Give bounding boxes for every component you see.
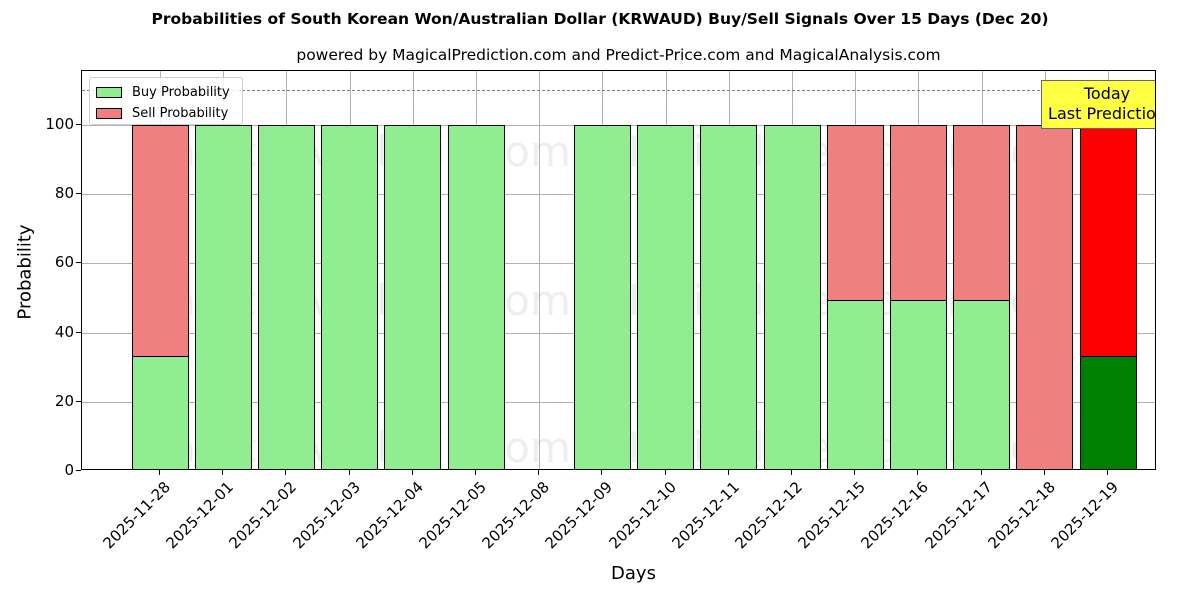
annotation-line-1: Today [1083, 84, 1131, 103]
buy-segment [385, 126, 441, 469]
x-tick-label: 2025-12-18 [984, 478, 1059, 553]
x-tick-mark [601, 470, 603, 475]
x-tick-label: 2025-11-28 [99, 478, 174, 553]
y-tick-label: 40 [54, 322, 74, 341]
x-tick-label: 2025-12-04 [352, 478, 427, 553]
bar-2025-12-02 [257, 125, 315, 469]
bar-2025-12-16 [889, 125, 947, 469]
x-tick-mark [348, 470, 350, 475]
x-tick-label: 2025-12-02 [225, 478, 301, 553]
bar-2025-12-17 [953, 125, 1011, 469]
x-tick-mark [411, 470, 413, 475]
x-tick-mark [475, 470, 476, 475]
x-tick-label: 2025-12-05 [415, 478, 490, 553]
buy-segment [258, 126, 314, 469]
sell-segment [954, 126, 1010, 302]
buy-segment [890, 301, 946, 469]
buy-segment [448, 126, 504, 469]
y-tick-label: 100 [45, 115, 74, 133]
x-tick-mark [222, 470, 224, 475]
x-tick-label: 2025-12-12 [731, 478, 806, 553]
sell-segment [132, 126, 188, 357]
x-tick-mark [791, 470, 792, 475]
legend: Buy Probability Sell Probability [89, 77, 243, 125]
y-tick-label: 20 [54, 391, 74, 410]
x-tick-label: 2025-12-16 [857, 478, 933, 553]
x-tick-label: 2025-12-10 [605, 478, 680, 553]
x-tick-label: 2025-12-17 [921, 478, 996, 553]
y-tick-label: 0 [64, 461, 74, 479]
x-tick-mark [538, 470, 540, 475]
x-axis-label: Days [611, 563, 656, 584]
x-tick-mark [1107, 470, 1108, 475]
buy-segment [827, 301, 883, 469]
legend-item-buy: Buy Probability [96, 84, 230, 100]
y-tick-label: 80 [54, 184, 74, 203]
x-tick-mark [727, 470, 729, 475]
chart-subtitle: powered by MagicalPrediction.com and Pre… [296, 46, 941, 64]
x-tick-label: 2025-12-09 [541, 478, 617, 553]
bar-2025-12-19 [1079, 125, 1137, 469]
y-tick-label: 60 [54, 253, 74, 272]
bar-2025-12-09 [573, 125, 631, 469]
y-tick-mark [76, 331, 81, 333]
x-tick-label: 2025-12-19 [1047, 478, 1122, 553]
x-tick-mark [1043, 470, 1045, 475]
y-tick-mark [76, 262, 81, 264]
legend-item-sell: Sell Probability [96, 105, 229, 121]
bar-2025-12-10 [637, 125, 695, 469]
today-annotation: Today Last Prediction [1041, 80, 1156, 129]
buy-segment [574, 126, 630, 469]
bar-2025-12-04 [384, 125, 442, 469]
sell-swatch-icon [96, 107, 122, 119]
buy-segment [954, 301, 1010, 469]
annotation-line-2: Last Prediction [1048, 104, 1156, 123]
bar-2025-12-15 [826, 125, 884, 469]
legend-label-sell: Sell Probability [132, 105, 229, 121]
buy-segment [638, 126, 694, 469]
sell-segment [827, 126, 883, 302]
y-tick-mark [76, 124, 81, 125]
buy-segment [322, 126, 378, 469]
reference-line [82, 90, 1155, 92]
bar-2025-12-01 [194, 125, 252, 469]
sell-segment [890, 126, 946, 302]
x-tick-mark [854, 470, 856, 475]
buy-segment [764, 126, 820, 469]
bar-2025-12-12 [763, 125, 821, 469]
x-tick-label: 2025-12-01 [162, 478, 238, 553]
y-tick-mark [76, 470, 81, 471]
bar-2025-12-05 [447, 125, 505, 469]
x-tick-label: 2025-12-11 [668, 478, 743, 553]
bar-2025-12-18 [1016, 125, 1074, 469]
sell-segment [1080, 126, 1136, 357]
buy-segment [1080, 356, 1136, 469]
buy-segment [701, 126, 757, 469]
plot-area: MagicalAnalysis.comMagicalPrediction.com… [81, 70, 1156, 470]
x-tick-mark [664, 470, 666, 475]
chart-title: Probabilities of South Korean Won/Austra… [151, 10, 1049, 28]
buy-segment [132, 356, 188, 469]
bar-2025-11-28 [131, 125, 189, 469]
x-tick-mark [285, 470, 287, 475]
x-tick-label: 2025-12-08 [478, 478, 554, 553]
x-tick-mark [917, 470, 919, 475]
y-tick-mark [76, 193, 81, 195]
y-tick-mark [76, 400, 81, 402]
buy-swatch-icon [96, 86, 122, 98]
bar-2025-12-03 [321, 125, 379, 469]
x-tick-label: 2025-12-15 [794, 478, 870, 553]
bar-2025-12-11 [700, 125, 758, 469]
x-tick-mark [159, 470, 160, 475]
x-tick-label: 2025-12-03 [289, 478, 364, 553]
gridline-v [539, 71, 541, 469]
y-axis-label: Probability [14, 224, 36, 320]
legend-label-buy: Buy Probability [132, 84, 230, 100]
sell-segment [1017, 126, 1073, 469]
x-tick-mark [980, 470, 982, 475]
buy-segment [195, 126, 251, 469]
